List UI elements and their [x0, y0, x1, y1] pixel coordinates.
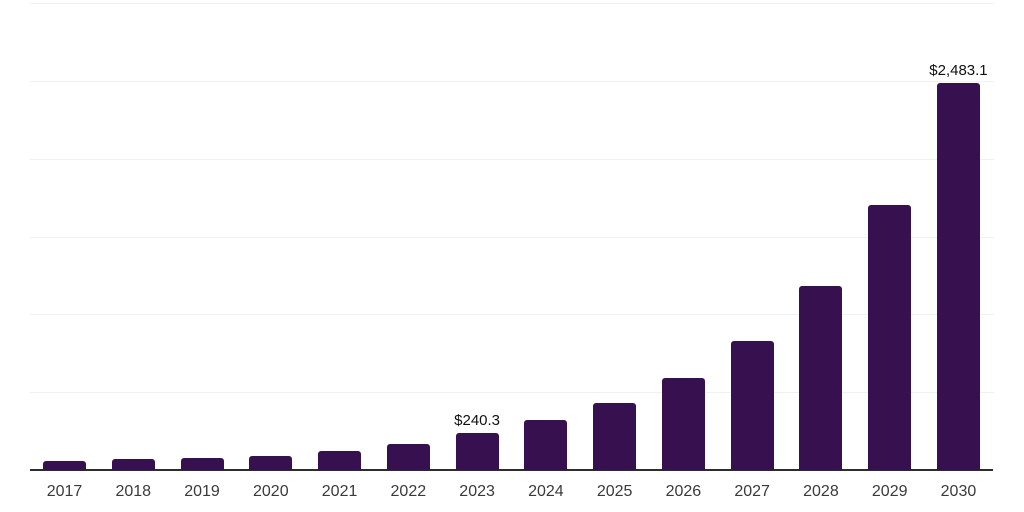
x-tick-label: 2023 — [459, 483, 495, 500]
x-tick-label: 2019 — [184, 483, 220, 500]
value-label-2030: $2,483.1 — [929, 62, 988, 79]
x-tick-label: 2024 — [528, 483, 564, 500]
x-tick-2022: 2022 — [387, 483, 430, 501]
x-axis-labels: 2017 2018 2019 2020 2021 2022 2023 2024 2025 2026… — [43, 483, 980, 501]
x-tick-label: 2018 — [115, 483, 152, 500]
x-tick-2029: 2029 — [868, 483, 911, 501]
x-tick-2020: 2020 — [249, 483, 292, 501]
x-tick-label: 2028 — [803, 483, 839, 500]
bar-2024 — [524, 420, 568, 470]
bar-2025 — [593, 403, 637, 470]
x-tick-label: 2026 — [665, 483, 702, 500]
bar-2018 — [111, 459, 155, 470]
x-tick-label: 2030 — [940, 483, 977, 500]
bar-2021 — [318, 451, 362, 470]
x-tick-2019: 2019 — [181, 483, 224, 501]
bar-2028 — [799, 286, 843, 470]
x-tick-2017: 2017 — [43, 483, 86, 501]
x-axis-line — [30, 469, 993, 471]
value-label-2023: $240.3 — [454, 412, 501, 429]
bar-2030: $2,483.1 — [929, 62, 988, 470]
gridline — [30, 81, 994, 82]
x-tick-2018: 2018 — [112, 483, 155, 501]
bar-2017 — [43, 461, 86, 470]
bar-2027 — [730, 341, 774, 470]
x-tick-2030: 2030 — [937, 483, 980, 501]
gridline — [30, 237, 994, 238]
bars-container: $240.3 $2,483.1 — [43, 62, 988, 470]
x-tick-label: 2025 — [596, 483, 633, 500]
x-tick-2024: 2024 — [524, 483, 567, 501]
bar-2029 — [868, 205, 912, 470]
gridline — [30, 314, 994, 315]
x-tick-2028: 2028 — [799, 483, 842, 501]
x-tick-2027: 2027 — [731, 483, 774, 501]
gridline — [30, 392, 994, 393]
x-tick-2026: 2026 — [662, 483, 705, 501]
x-tick-label: 2022 — [390, 483, 427, 500]
x-tick-label: 2029 — [871, 483, 908, 500]
x-tick-label: 2021 — [321, 483, 358, 500]
bar-2026 — [661, 378, 705, 470]
x-tick-2023: 2023 — [456, 483, 499, 501]
x-tick-label: 2027 — [734, 483, 770, 500]
bar-2020 — [249, 456, 293, 470]
x-tick-label: 2020 — [253, 483, 289, 500]
bar-2023: $240.3 — [454, 412, 500, 470]
gridline — [30, 159, 994, 160]
x-tick-label: 2017 — [46, 483, 83, 500]
bar-2019 — [180, 458, 224, 470]
x-tick-2025: 2025 — [593, 483, 636, 501]
x-tick-2021: 2021 — [318, 483, 361, 501]
gridline — [30, 3, 994, 4]
bar-2022 — [386, 444, 430, 470]
